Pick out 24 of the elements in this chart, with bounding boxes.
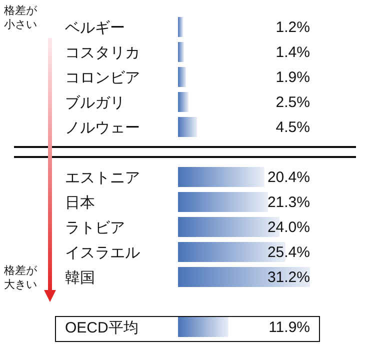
y-tick-label: コロンビア: [65, 70, 140, 86]
y-tick-label: 韓国: [65, 270, 95, 286]
data-label: 1.2%: [276, 19, 310, 36]
data-label: 2.5%: [276, 94, 310, 111]
data-label: 25.4%: [267, 244, 310, 261]
y-tick-label: ノルウェー: [65, 120, 140, 136]
y-tick-label: イスラエル: [65, 244, 140, 262]
data-label: 1.4%: [276, 44, 310, 61]
data-label: 20.4%: [267, 169, 310, 186]
y-tick-label: ラトビア: [65, 220, 125, 236]
y-tick-label: OECD平均: [65, 320, 138, 336]
data-label: 24.0%: [267, 219, 310, 236]
data-label: 1.9%: [276, 69, 310, 86]
y-tick-label: ブルガリ: [65, 94, 125, 112]
y-tick-label: ベルギー: [65, 20, 125, 36]
y-tick-label: 日本: [65, 194, 95, 212]
y-tick-label: コスタリカ: [65, 44, 140, 62]
data-label: 21.3%: [267, 194, 310, 211]
data-label: 11.9%: [268, 319, 310, 336]
text: 格差が小さい: [4, 4, 38, 32]
y-tick-label: エストニア: [65, 170, 140, 186]
data-label: 4.5%: [276, 119, 310, 136]
text: 格差が大きい: [4, 264, 38, 292]
data-label: 31.2%: [267, 269, 310, 286]
